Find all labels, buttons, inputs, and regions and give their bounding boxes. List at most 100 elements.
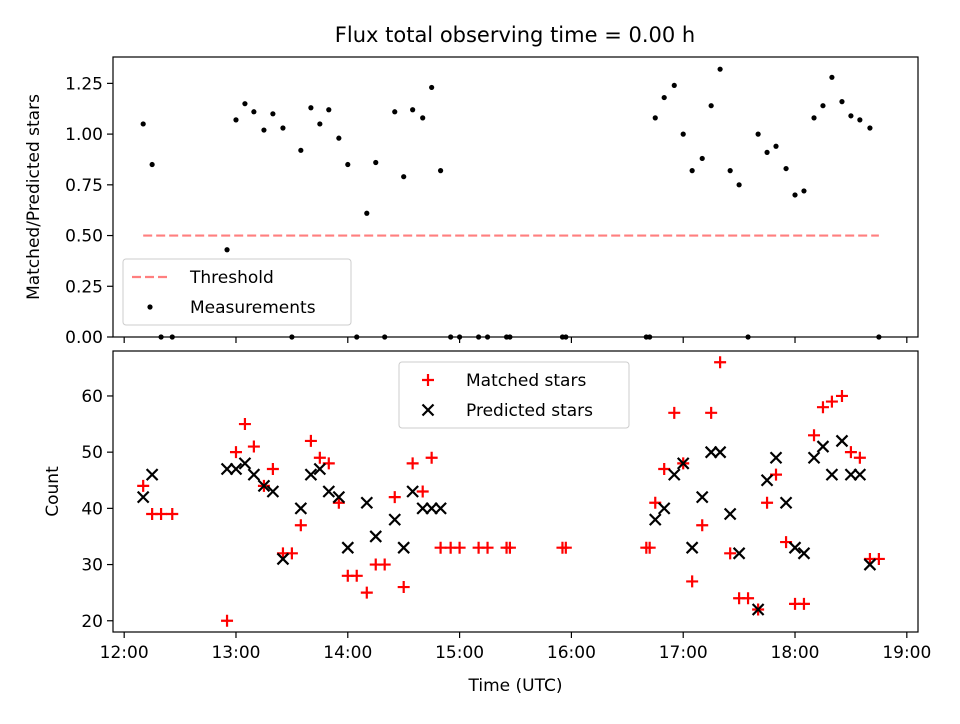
legend-predicted-swatch bbox=[421, 403, 435, 417]
measurement-point bbox=[708, 103, 714, 109]
matched-star-point bbox=[853, 451, 866, 464]
matched-star-point bbox=[742, 592, 755, 605]
predicted-star-point bbox=[145, 468, 159, 481]
measurement-point bbox=[867, 125, 873, 131]
measurement-point bbox=[792, 192, 798, 198]
matched-star-point bbox=[705, 406, 718, 419]
top-y-tick-label: 0.50 bbox=[65, 227, 103, 247]
series-predicted-stars bbox=[136, 434, 877, 616]
measurement-point bbox=[476, 334, 482, 340]
predicted-star-point bbox=[723, 507, 737, 521]
predicted-star-point bbox=[257, 479, 271, 493]
bottom-x-tick-label: 14:00 bbox=[323, 643, 372, 663]
predicted-star-point bbox=[229, 462, 243, 476]
measurement-point bbox=[317, 121, 323, 127]
series-measurements bbox=[140, 66, 882, 340]
matched-star-point bbox=[238, 418, 251, 431]
matched-star-point bbox=[835, 389, 848, 402]
predicted-star-point bbox=[322, 485, 336, 498]
predicted-star-point bbox=[425, 502, 438, 515]
matched-star-point bbox=[425, 451, 438, 464]
measurement-point bbox=[437, 168, 444, 174]
legend-threshold-label: Threshold bbox=[189, 268, 274, 288]
top-panel: 0.00 0.25 0.50 0.75 1.00 1.25 Matched/Predicte… bbox=[24, 56, 919, 348]
bottom-x-tick-label: 13:00 bbox=[211, 643, 260, 663]
predicted-star-point bbox=[136, 490, 150, 504]
matched-star-point bbox=[397, 581, 410, 594]
matched-star-point bbox=[350, 569, 363, 582]
predicted-star-point bbox=[685, 541, 699, 554]
predicted-star-point bbox=[751, 603, 765, 616]
predicted-star-point bbox=[416, 502, 429, 515]
measurement-point bbox=[289, 334, 295, 340]
measurement-point bbox=[224, 247, 230, 253]
predicted-star-point bbox=[406, 485, 419, 498]
bottom-panel: 20 30 40 50 60 12:00 13:00 14:00 15:00 16:00 17:00… bbox=[43, 350, 931, 696]
measurement-point bbox=[820, 103, 826, 109]
predicted-star-point bbox=[667, 468, 681, 481]
measurement-point bbox=[410, 107, 416, 113]
bottom-x-tick-label: 19:00 bbox=[882, 643, 931, 663]
measurement-point bbox=[689, 168, 695, 174]
measurement-point bbox=[298, 147, 304, 153]
bottom-y-tick-label: 60 bbox=[81, 387, 103, 407]
predicted-star-point bbox=[276, 552, 290, 566]
matched-star-point bbox=[481, 541, 494, 554]
measurement-point bbox=[829, 74, 835, 80]
bottom-x-tick-label: 12:00 bbox=[100, 643, 149, 663]
measurement-point bbox=[308, 105, 314, 111]
predicted-star-point bbox=[434, 502, 447, 515]
matched-star-point bbox=[503, 541, 516, 554]
measurement-point bbox=[382, 334, 388, 340]
matched-star-point bbox=[714, 356, 727, 369]
measurement-point bbox=[429, 84, 435, 91]
matched-star-point bbox=[229, 446, 242, 459]
matched-star-point bbox=[844, 446, 857, 459]
measurement-point bbox=[773, 143, 779, 149]
measurement-point bbox=[336, 135, 342, 141]
predicted-star-point bbox=[313, 462, 327, 476]
measurement-point bbox=[261, 127, 267, 133]
top-plot-area bbox=[140, 66, 882, 340]
measurement-point bbox=[671, 82, 677, 89]
measurement-point bbox=[717, 66, 723, 72]
top-y-tick-label: 1.00 bbox=[65, 125, 103, 145]
predicted-star-point bbox=[676, 457, 690, 470]
measurement-point bbox=[354, 334, 360, 340]
matched-star-point bbox=[332, 496, 345, 509]
matched-star-point bbox=[658, 463, 671, 476]
matched-star-point bbox=[294, 519, 307, 532]
measurement-point bbox=[801, 188, 807, 194]
matched-star-point bbox=[304, 434, 317, 447]
matched-star-point bbox=[378, 558, 391, 571]
matched-star-point bbox=[643, 541, 656, 554]
measurement-point bbox=[392, 109, 398, 115]
predicted-star-point bbox=[713, 445, 727, 459]
predicted-star-point bbox=[266, 485, 280, 498]
measurement-point bbox=[280, 125, 286, 131]
predicted-star-point bbox=[835, 434, 849, 448]
bottom-y-tick-label: 20 bbox=[81, 612, 103, 632]
matched-star-point bbox=[808, 429, 821, 442]
matched-star-point bbox=[668, 406, 681, 419]
measurement-point bbox=[149, 161, 155, 168]
matched-star-point bbox=[416, 485, 429, 498]
matched-star-point bbox=[137, 479, 150, 492]
measurement-point bbox=[270, 111, 276, 117]
bottom-axes-frame bbox=[112, 350, 919, 633]
measurement-point bbox=[484, 334, 491, 340]
matched-star-point bbox=[453, 541, 466, 554]
bottom-x-tick-label: 16:00 bbox=[547, 643, 596, 663]
measurement-point bbox=[857, 117, 863, 123]
bottom-y-tick-label: 40 bbox=[81, 499, 103, 519]
matched-star-point bbox=[761, 496, 774, 509]
matched-star-point bbox=[559, 541, 572, 554]
bottom-y-tick-label: 50 bbox=[81, 443, 103, 463]
measurement-point bbox=[680, 131, 686, 137]
predicted-star-point bbox=[360, 496, 374, 510]
bottom-x-axis-label: Time (UTC) bbox=[468, 676, 563, 696]
legend-predicted-label: Predicted stars bbox=[466, 401, 593, 421]
matched-star-point bbox=[313, 451, 326, 464]
measurement-point bbox=[652, 115, 658, 121]
